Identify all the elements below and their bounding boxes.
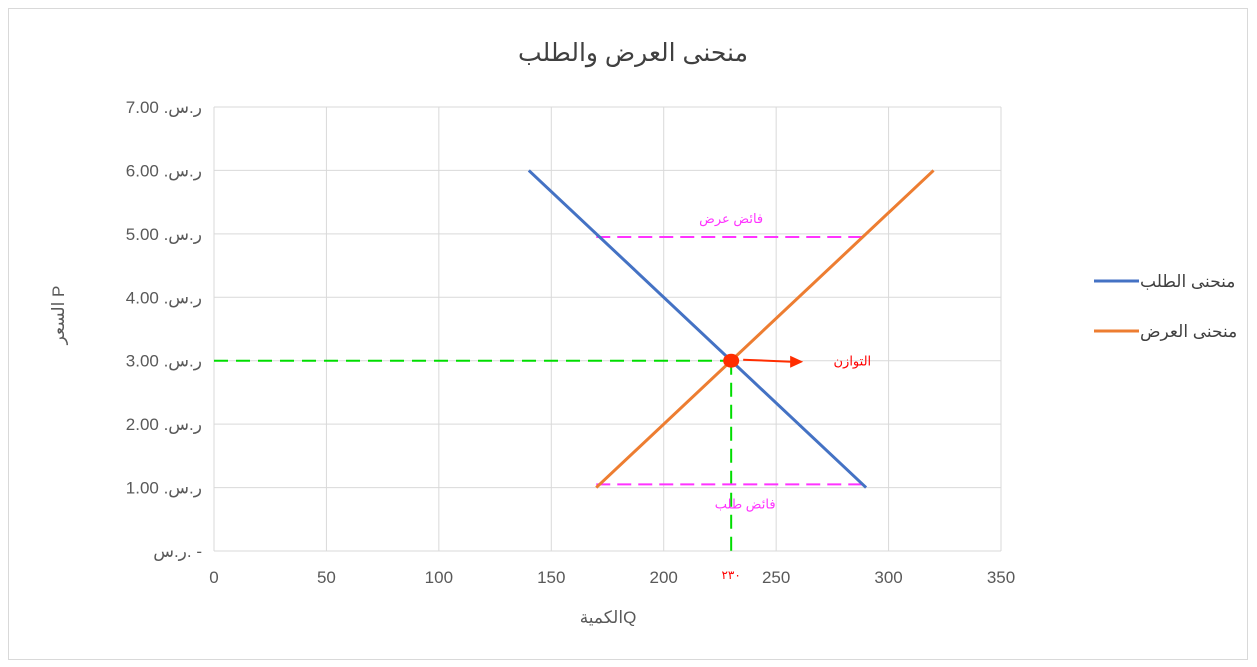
y-axis-title: السعر P [49, 286, 68, 346]
supply-curve [595, 169, 935, 489]
demand-curve [527, 169, 868, 489]
y-tick-label: ر.س. 2.00 [126, 415, 202, 434]
equilibrium-arrowhead [790, 355, 804, 368]
equilibrium-quantity-label: ٢٣٠ [721, 568, 740, 582]
x-tick-label: 50 [317, 568, 336, 587]
series-layer [527, 169, 935, 489]
y-tick-label: ر.س. 3.00 [126, 352, 202, 371]
x-axis-title: الكميةQ [580, 608, 637, 627]
legend-label: منحنى الطلب [1140, 272, 1235, 291]
equilibrium-label: التوازن [834, 354, 872, 370]
x-tick-label: 350 [987, 568, 1015, 587]
guides-layer [214, 236, 867, 555]
annotations-layer: فائض عرض فائض طلب التوازن ٢٣٠ [699, 211, 871, 582]
x-tick-label: 100 [425, 568, 453, 587]
chart-frame: منحنى العرض والطلب فائض عرض فائض طلب التوا… [8, 8, 1248, 660]
equilibrium-arrow [743, 358, 792, 363]
y-tick-label: ر.س. 7.00 [126, 98, 202, 117]
equilibrium-point [723, 353, 740, 368]
chart-svg: منحنى العرض والطلب فائض عرض فائض طلب التوا… [49, 39, 1237, 627]
y-tick-label: ر.س. 4.00 [126, 288, 202, 307]
y-tick-label: ر.س. 1.00 [126, 479, 202, 498]
surplus-demand-label: فائض طلب [715, 496, 776, 512]
y-tick-label: ر.س. - [153, 542, 202, 561]
x-tick-label: 250 [762, 568, 790, 587]
legend-label: منحنى العرض [1140, 322, 1237, 341]
legend: منحنى الطلب منحنى العرض [1094, 272, 1237, 341]
y-tick-label: ر.س. 6.00 [126, 161, 202, 180]
x-tick-label: 300 [874, 568, 902, 587]
grid-layer [213, 106, 1002, 552]
y-tick-label: ر.س. 5.00 [126, 225, 202, 244]
x-tick-label: 0 [209, 568, 218, 587]
x-tick-label: 150 [537, 568, 565, 587]
ticks-layer: 0 50 100 150 200 250 300 350 ر.س. - ر.س. 1.00 ر.س.… [126, 98, 1015, 587]
chart-title: منحنى العرض والطلب [518, 39, 748, 68]
x-tick-label: 200 [650, 568, 678, 587]
surplus-supply-label: فائض عرض [699, 211, 763, 227]
